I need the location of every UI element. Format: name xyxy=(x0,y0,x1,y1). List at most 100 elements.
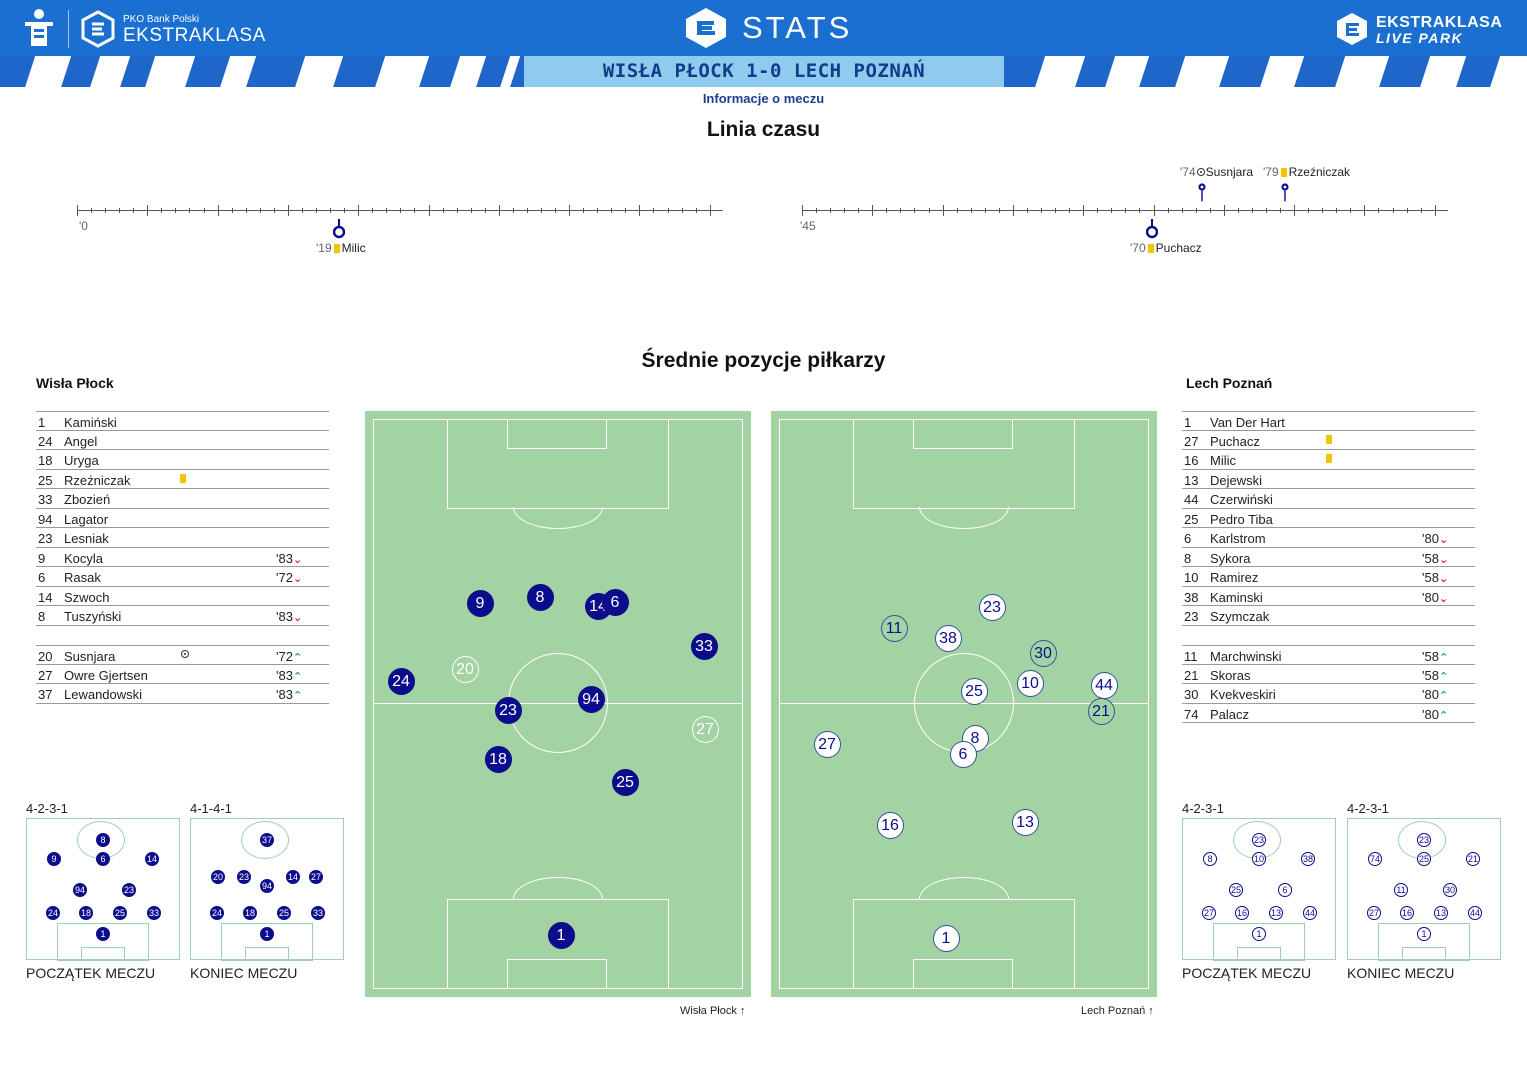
player-position-marker[interactable]: 27 xyxy=(691,715,719,743)
player-row[interactable]: 18 Uryga xyxy=(36,450,329,470)
formation-player-marker[interactable]: 14 xyxy=(145,852,159,866)
player-row[interactable]: 94 Lagator xyxy=(36,509,329,528)
formation-player-marker[interactable]: 1 xyxy=(1417,927,1431,941)
goal-marker-icon[interactable] xyxy=(1196,182,1208,202)
pko-logo-icon[interactable] xyxy=(22,8,56,48)
card-marker-icon[interactable] xyxy=(1279,182,1291,202)
player-row[interactable]: 6 Karlstrom '80⌄ xyxy=(1182,528,1475,548)
formation-player-marker[interactable]: 23 xyxy=(122,883,136,897)
formation-player-marker[interactable]: 94 xyxy=(73,883,87,897)
formation-player-marker[interactable]: 13 xyxy=(1269,906,1283,920)
formation-player-marker[interactable]: 23 xyxy=(1252,833,1266,847)
event-marker-icon[interactable] xyxy=(333,219,345,239)
formation-player-marker[interactable]: 16 xyxy=(1235,906,1249,920)
player-row[interactable]: 30 Kvekveskiri '80⌃ xyxy=(1182,684,1475,704)
formation-player-marker[interactable]: 21 xyxy=(1466,852,1480,866)
player-row[interactable]: 13 Dejewski xyxy=(1182,470,1475,489)
formation-player-marker[interactable]: 16 xyxy=(1400,906,1414,920)
player-row[interactable]: 8 Tuszyński '83⌄ xyxy=(36,606,329,626)
player-row[interactable]: 24 Angel xyxy=(36,431,329,450)
formation-player-marker[interactable]: 6 xyxy=(96,852,110,866)
player-position-marker[interactable]: 13 xyxy=(1011,808,1039,836)
player-row[interactable]: 27 Puchacz xyxy=(1182,431,1475,450)
formation-player-marker[interactable]: 1 xyxy=(96,927,110,941)
player-position-marker[interactable]: 38 xyxy=(934,624,962,652)
player-position-marker[interactable]: 11 xyxy=(880,614,908,642)
ekstraklasa-logo-icon[interactable] xyxy=(80,10,116,48)
player-row[interactable]: 20 Susnjara '72⌃ xyxy=(36,645,329,665)
player-position-marker[interactable]: 24 xyxy=(387,667,415,695)
formation-player-marker[interactable]: 14 xyxy=(286,870,300,884)
formation-player-marker[interactable]: 25 xyxy=(1229,883,1243,897)
player-row[interactable]: 21 Skoras '58⌃ xyxy=(1182,665,1475,684)
player-position-marker[interactable]: 10 xyxy=(1016,669,1044,697)
player-row[interactable]: 74 Palacz '80⌃ xyxy=(1182,704,1475,723)
player-row[interactable]: 1 Van Der Hart xyxy=(1182,411,1475,431)
player-row[interactable]: 23 Lesniak xyxy=(36,528,329,548)
player-row[interactable]: 9 Kocyla '83⌄ xyxy=(36,548,329,567)
formation-player-marker[interactable]: 1 xyxy=(260,927,274,941)
player-position-marker[interactable]: 8 xyxy=(526,583,554,611)
player-row[interactable]: 27 Owre Gjertsen '83⌃ xyxy=(36,665,329,684)
formation-player-marker[interactable]: 25 xyxy=(1417,852,1431,866)
player-position-marker[interactable]: 6 xyxy=(601,588,629,616)
player-position-marker[interactable]: 25 xyxy=(960,677,988,705)
player-position-marker[interactable]: 94 xyxy=(577,685,605,713)
player-row[interactable]: 25 Rzeźniczak xyxy=(36,470,329,489)
formation-player-marker[interactable]: 37 xyxy=(260,833,274,847)
player-position-marker[interactable]: 27 xyxy=(813,730,841,758)
player-position-marker[interactable]: 18 xyxy=(484,745,512,773)
player-row[interactable]: 37 Lewandowski '83⌃ xyxy=(36,684,329,704)
formation-player-marker[interactable]: 10 xyxy=(1252,852,1266,866)
player-row[interactable]: 23 Szymczak xyxy=(1182,606,1475,626)
formation-player-marker[interactable]: 27 xyxy=(309,870,323,884)
formation-player-marker[interactable]: 30 xyxy=(1443,883,1457,897)
formation-player-marker[interactable]: 38 xyxy=(1301,852,1315,866)
match-info-link[interactable]: Informacje o meczu xyxy=(702,91,825,106)
player-position-marker[interactable]: 20 xyxy=(451,655,479,683)
live-park-logo-icon[interactable] xyxy=(1335,12,1369,46)
player-position-marker[interactable]: 23 xyxy=(494,696,522,724)
player-row[interactable]: 16 Milic xyxy=(1182,450,1475,470)
player-row[interactable]: 11 Marchwinski '58⌃ xyxy=(1182,645,1475,665)
player-row[interactable]: 1 Kamiński xyxy=(36,411,329,431)
formation-player-marker[interactable]: 18 xyxy=(79,906,93,920)
formation-player-marker[interactable]: 24 xyxy=(46,906,60,920)
player-position-marker[interactable]: 21 xyxy=(1087,697,1115,725)
player-position-marker[interactable]: 25 xyxy=(611,768,639,796)
formation-player-marker[interactable]: 23 xyxy=(237,870,251,884)
player-row[interactable]: 25 Pedro Tiba xyxy=(1182,509,1475,528)
player-position-marker[interactable]: 1 xyxy=(932,924,960,952)
formation-player-marker[interactable]: 33 xyxy=(147,906,161,920)
formation-player-marker[interactable]: 8 xyxy=(96,833,110,847)
formation-player-marker[interactable]: 9 xyxy=(47,852,61,866)
formation-player-marker[interactable]: 33 xyxy=(311,906,325,920)
player-row[interactable]: 14 Szwoch xyxy=(36,587,329,606)
formation-player-marker[interactable]: 18 xyxy=(243,906,257,920)
formation-player-marker[interactable]: 11 xyxy=(1394,883,1408,897)
formation-player-marker[interactable]: 8 xyxy=(1203,852,1217,866)
player-row[interactable]: 38 Kaminski '80⌄ xyxy=(1182,587,1475,606)
event-marker-icon[interactable] xyxy=(1146,219,1158,239)
formation-player-marker[interactable]: 27 xyxy=(1367,906,1381,920)
player-position-marker[interactable]: 16 xyxy=(876,811,904,839)
player-position-marker[interactable]: 33 xyxy=(690,632,718,660)
player-row[interactable]: 8 Sykora '58⌄ xyxy=(1182,548,1475,567)
player-position-marker[interactable]: 9 xyxy=(466,589,494,617)
player-position-marker[interactable]: 23 xyxy=(978,593,1006,621)
formation-player-marker[interactable]: 6 xyxy=(1278,883,1292,897)
formation-player-marker[interactable]: 44 xyxy=(1303,906,1317,920)
formation-player-marker[interactable]: 1 xyxy=(1252,927,1266,941)
formation-player-marker[interactable]: 13 xyxy=(1434,906,1448,920)
formation-player-marker[interactable]: 25 xyxy=(113,906,127,920)
formation-player-marker[interactable]: 24 xyxy=(210,906,224,920)
player-position-marker[interactable]: 1 xyxy=(547,921,575,949)
player-row[interactable]: 44 Czerwiński xyxy=(1182,489,1475,509)
formation-player-marker[interactable]: 25 xyxy=(277,906,291,920)
player-position-marker[interactable]: 6 xyxy=(949,740,977,768)
formation-player-marker[interactable]: 74 xyxy=(1368,852,1382,866)
player-position-marker[interactable]: 30 xyxy=(1029,639,1057,667)
formation-player-marker[interactable]: 23 xyxy=(1417,833,1431,847)
formation-player-marker[interactable]: 27 xyxy=(1202,906,1216,920)
player-row[interactable]: 33 Zbozień xyxy=(36,489,329,509)
